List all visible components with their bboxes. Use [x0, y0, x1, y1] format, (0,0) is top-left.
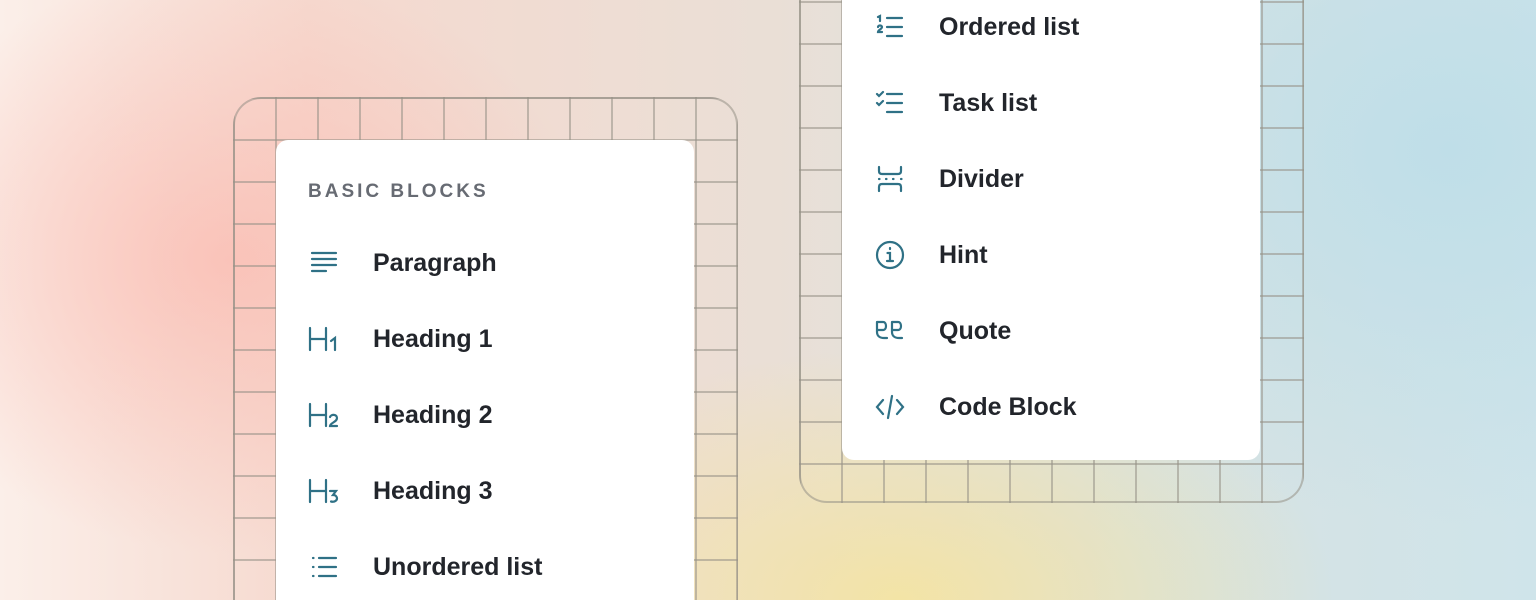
menu-item-label: Divider	[939, 164, 1024, 193]
menu-item-label: Code Block	[939, 392, 1077, 421]
heading-1-icon	[306, 321, 342, 357]
menu-item-unordered-list[interactable]: Unordered list	[276, 542, 694, 592]
menu-item-heading-2[interactable]: Heading 2	[276, 390, 694, 440]
menu-item-divider[interactable]: Divider	[842, 154, 1260, 204]
divider-icon	[872, 161, 908, 197]
info-icon	[872, 237, 908, 273]
task-list-icon	[872, 85, 908, 121]
block-menu-more: Ordered list Task list Divider Hint Quot…	[842, 0, 1260, 460]
menu-item-quote[interactable]: Quote	[842, 306, 1260, 356]
menu-item-label: Unordered list	[373, 552, 543, 581]
menu-item-label: Paragraph	[373, 248, 497, 277]
menu-item-code-block[interactable]: Code Block	[842, 382, 1260, 432]
menu-item-task-list[interactable]: Task list	[842, 78, 1260, 128]
block-menu-basic: BASIC BLOCKS Paragraph Heading 1 Heading…	[276, 140, 694, 600]
menu-item-label: Ordered list	[939, 12, 1080, 41]
heading-3-icon	[306, 473, 342, 509]
menu-item-label: Task list	[939, 88, 1038, 117]
code-icon	[872, 389, 908, 425]
section-header: BASIC BLOCKS	[308, 181, 489, 202]
menu-item-hint[interactable]: Hint	[842, 230, 1260, 280]
menu-item-label: Heading 1	[373, 324, 493, 353]
menu-item-label: Heading 3	[373, 476, 493, 505]
paragraph-icon	[306, 245, 342, 281]
quote-icon	[872, 313, 908, 349]
ordered-list-icon	[872, 9, 908, 45]
menu-item-paragraph[interactable]: Paragraph	[276, 238, 694, 288]
menu-item-ordered-list[interactable]: Ordered list	[842, 2, 1260, 52]
menu-item-label: Hint	[939, 240, 988, 269]
heading-2-icon	[306, 397, 342, 433]
menu-item-heading-1[interactable]: Heading 1	[276, 314, 694, 364]
menu-item-heading-3[interactable]: Heading 3	[276, 466, 694, 516]
unordered-list-icon	[306, 549, 342, 585]
menu-item-label: Quote	[939, 316, 1012, 345]
menu-item-label: Heading 2	[373, 400, 493, 429]
